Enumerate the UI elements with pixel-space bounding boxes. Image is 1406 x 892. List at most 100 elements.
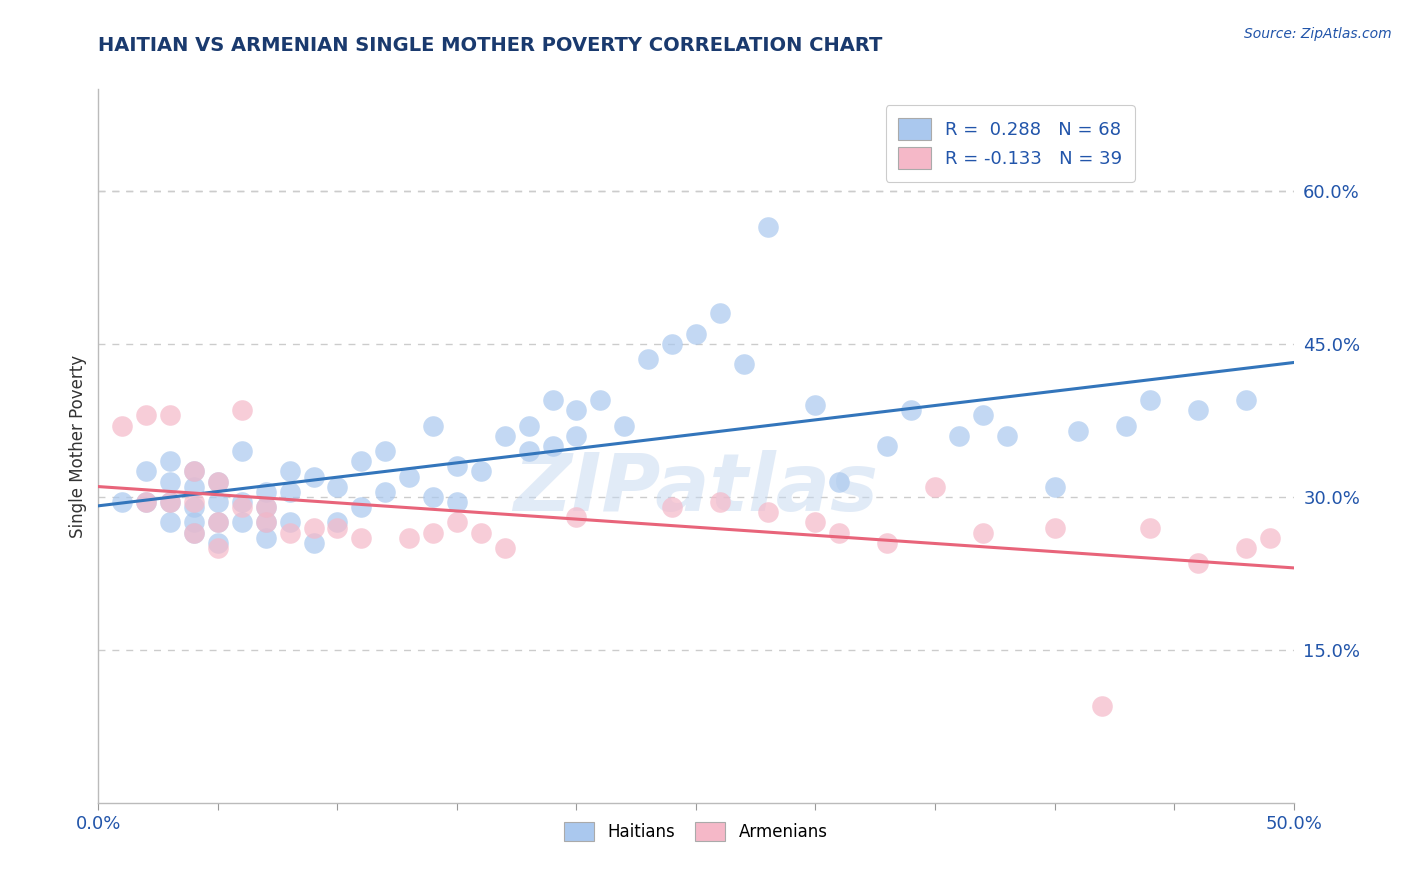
Point [470, 465, 492, 479]
Point [446, 516, 468, 530]
Point [422, 525, 444, 540]
Point [278, 465, 301, 479]
Point [135, 495, 157, 509]
Point [135, 495, 157, 509]
Legend: Haitians, Armenians: Haitians, Armenians [558, 815, 834, 848]
Point [183, 465, 205, 479]
Point [828, 525, 851, 540]
Point [828, 475, 851, 489]
Point [207, 536, 229, 550]
Point [709, 495, 731, 509]
Point [1043, 520, 1066, 534]
Point [231, 403, 253, 417]
Point [231, 516, 253, 530]
Point [254, 500, 277, 515]
Point [231, 444, 253, 458]
Point [1187, 556, 1209, 570]
Point [565, 429, 588, 443]
Point [183, 516, 205, 530]
Point [326, 480, 349, 494]
Point [183, 525, 205, 540]
Point [948, 429, 970, 443]
Point [876, 439, 898, 453]
Point [589, 393, 612, 408]
Point [183, 500, 205, 515]
Point [470, 525, 492, 540]
Point [326, 520, 349, 534]
Point [111, 495, 134, 509]
Point [254, 516, 277, 530]
Point [1139, 393, 1161, 408]
Point [733, 358, 755, 372]
Point [995, 429, 1018, 443]
Point [374, 444, 396, 458]
Point [685, 326, 707, 341]
Point [1091, 698, 1114, 713]
Point [254, 516, 277, 530]
Point [302, 536, 325, 550]
Point [446, 459, 468, 474]
Point [1115, 418, 1137, 433]
Point [207, 541, 229, 555]
Point [135, 409, 157, 423]
Point [159, 475, 181, 489]
Point [422, 418, 444, 433]
Point [613, 418, 636, 433]
Point [804, 516, 827, 530]
Point [446, 495, 468, 509]
Point [494, 541, 516, 555]
Point [972, 409, 994, 423]
Point [972, 525, 994, 540]
Point [1043, 480, 1066, 494]
Point [1234, 393, 1257, 408]
Point [350, 454, 373, 468]
Point [374, 484, 396, 499]
Text: ZIPatlas: ZIPatlas [513, 450, 879, 528]
Point [231, 500, 253, 515]
Point [254, 500, 277, 515]
Text: HAITIAN VS ARMENIAN SINGLE MOTHER POVERTY CORRELATION CHART: HAITIAN VS ARMENIAN SINGLE MOTHER POVERT… [98, 36, 883, 54]
Point [159, 516, 181, 530]
Point [422, 490, 444, 504]
Point [661, 500, 683, 515]
Point [1187, 403, 1209, 417]
Point [541, 393, 564, 408]
Point [159, 454, 181, 468]
Point [207, 495, 229, 509]
Point [350, 531, 373, 545]
Point [207, 516, 229, 530]
Point [1234, 541, 1257, 555]
Point [183, 465, 205, 479]
Point [804, 398, 827, 412]
Point [183, 495, 205, 509]
Point [135, 465, 157, 479]
Point [207, 516, 229, 530]
Point [350, 500, 373, 515]
Point [183, 480, 205, 494]
Point [756, 219, 779, 234]
Point [637, 352, 659, 367]
Point [278, 484, 301, 499]
Point [207, 475, 229, 489]
Point [159, 495, 181, 509]
Point [876, 536, 898, 550]
Point [254, 484, 277, 499]
Point [1139, 520, 1161, 534]
Point [517, 418, 540, 433]
Point [1258, 531, 1281, 545]
Y-axis label: Single Mother Poverty: Single Mother Poverty [69, 354, 87, 538]
Point [159, 495, 181, 509]
Point [565, 403, 588, 417]
Point [183, 525, 205, 540]
Point [661, 337, 683, 351]
Point [565, 510, 588, 524]
Point [254, 531, 277, 545]
Point [924, 480, 946, 494]
Point [541, 439, 564, 453]
Point [517, 444, 540, 458]
Point [326, 516, 349, 530]
Point [231, 495, 253, 509]
Point [302, 469, 325, 483]
Point [398, 531, 420, 545]
Point [756, 505, 779, 519]
